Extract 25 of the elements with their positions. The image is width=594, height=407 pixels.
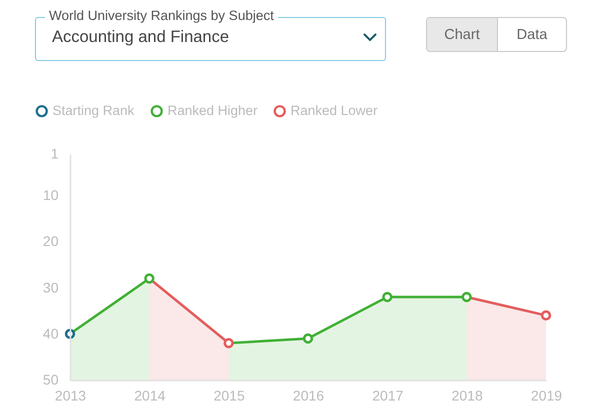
- x-tick-label: 2014: [134, 388, 166, 404]
- point: [462, 292, 472, 302]
- chart-subtitle: Accounting and Finance: [52, 27, 230, 47]
- point: [224, 338, 234, 348]
- chart-title: World University Rankings by Subject: [45, 7, 278, 25]
- point: [540, 310, 552, 321]
- y-tick-label: 50: [42, 372, 59, 388]
- y-tick-label: 20: [42, 233, 59, 250]
- point: [144, 273, 154, 284]
- legend-label: Ranked Higher: [168, 103, 258, 118]
- y-tick-label: 30: [42, 279, 59, 296]
- point: [382, 292, 392, 302]
- x-tick-label: 2018: [452, 388, 483, 404]
- x-tick-label: 2017: [372, 388, 404, 404]
- x-tick-label: 2016: [292, 388, 324, 404]
- legend-label: Ranked Lower: [290, 103, 378, 118]
- y-tick-label: 10: [42, 187, 59, 204]
- x-tick-label: 2015: [214, 388, 245, 404]
- point: [302, 333, 314, 344]
- x-tick-label: 2013: [54, 388, 86, 404]
- toggle-buttons: Chart Data: [426, 17, 567, 52]
- y-tick-label: 40: [42, 325, 59, 342]
- y-tick-label: 1: [50, 146, 59, 162]
- x-tick-label: 2019: [530, 388, 562, 404]
- legend-label: Starting Rank: [52, 103, 135, 118]
